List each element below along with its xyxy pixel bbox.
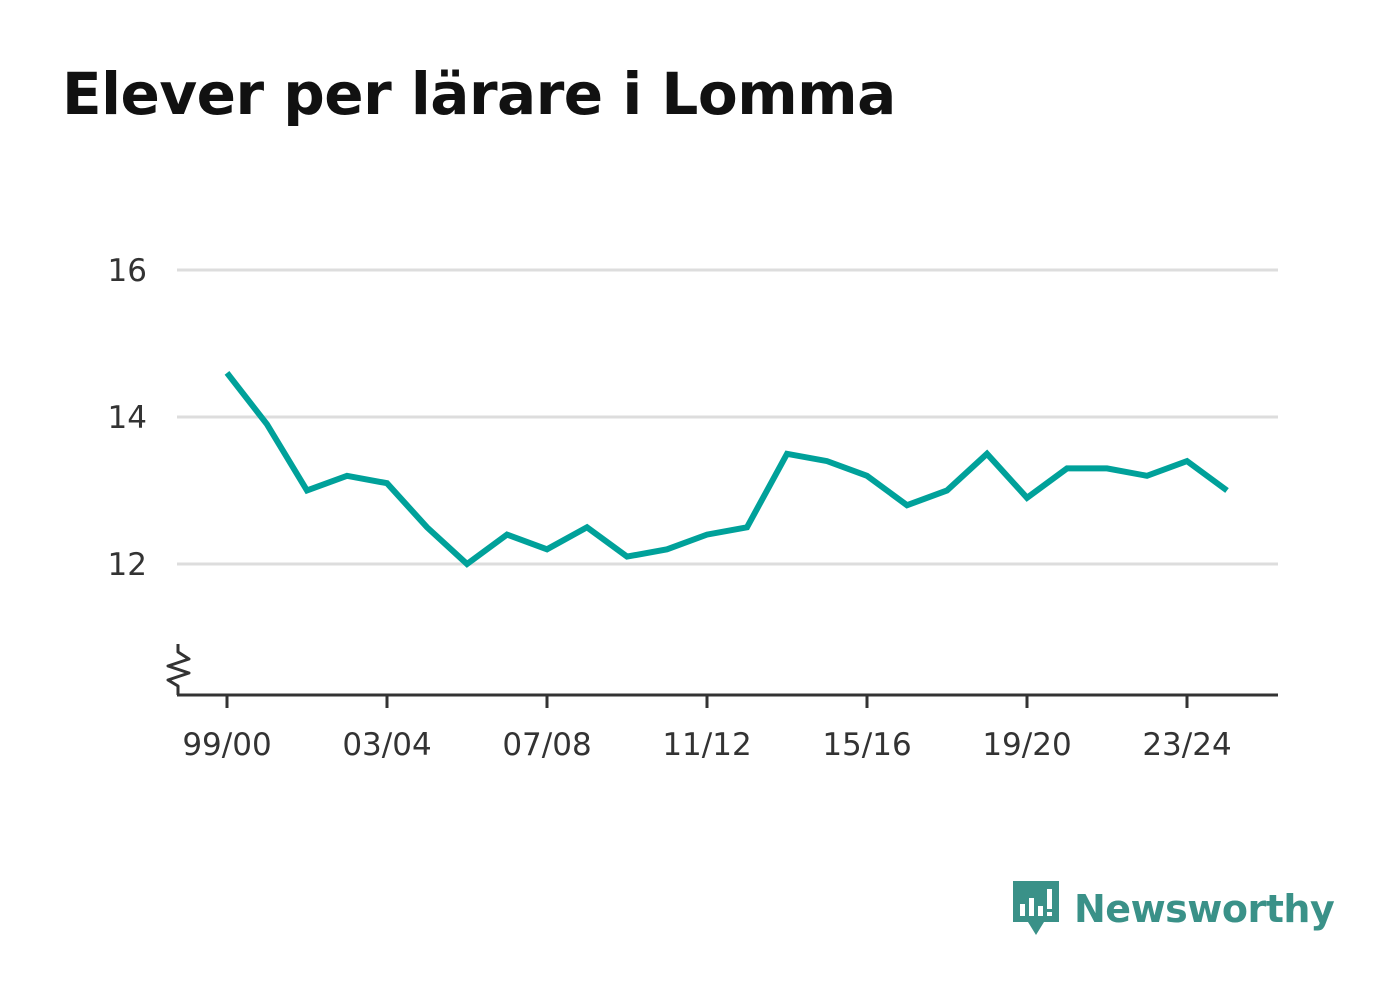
chart-title: Elever per lärare i Lomma (62, 60, 896, 128)
series-lines (224, 371, 1229, 568)
x-tick-label: 15/16 (822, 727, 911, 763)
gridlines (177, 268, 1278, 566)
brand-name: Newsworthy (1074, 887, 1335, 931)
x-tick-label: 99/00 (182, 727, 271, 763)
x-tick-label: 11/12 (662, 727, 751, 763)
y-axis-tick-labels: 12 14 16 (108, 253, 147, 583)
y-tick-label: 12 (108, 547, 147, 583)
x-tick-label: 19/20 (982, 727, 1071, 763)
y-tick-label: 14 (108, 400, 147, 436)
y-axis-break-icon (166, 644, 191, 695)
x-tick-label: 03/04 (342, 727, 431, 763)
series-line-0 (224, 371, 1229, 568)
x-axis: 99/00 03/04 07/08 11/12 15/16 19/20 23/24 (166, 644, 1278, 763)
newsworthy-icon (1013, 881, 1059, 935)
x-tick-label: 07/08 (502, 727, 591, 763)
newsworthy-logo: Newsworthy (1010, 878, 1335, 940)
x-tick-label: 23/24 (1142, 727, 1231, 763)
y-tick-label: 16 (108, 253, 147, 289)
